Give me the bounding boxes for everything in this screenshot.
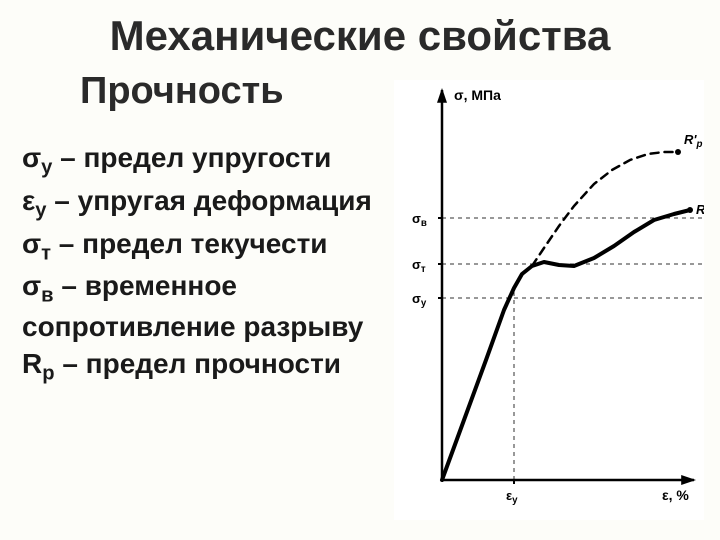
- definition-symbol: σ: [22, 270, 41, 301]
- definition-row: σу – предел упругости: [22, 140, 392, 181]
- stress-strain-chart: σ, МПаε, %σуσтσвεуR'рRр: [394, 80, 704, 520]
- definition-subscript: т: [41, 242, 51, 264]
- definition-symbol: σ: [22, 228, 41, 259]
- definition-subscript: р: [42, 363, 54, 385]
- definition-row: σт – предел текучести: [22, 226, 392, 267]
- definitions-list: σу – предел упругостиεу – упругая деформ…: [22, 140, 392, 389]
- definition-text: – предел текучести: [51, 228, 327, 259]
- definition-text: – предел упругости: [52, 142, 331, 173]
- definition-subscript: у: [35, 199, 46, 221]
- definition-subscript: у: [41, 157, 52, 179]
- definition-symbol: R: [22, 348, 42, 379]
- definition-symbol: ε: [22, 185, 35, 216]
- definition-row: εу – упругая деформация: [22, 183, 392, 224]
- definition-row: Rр – предел прочности: [22, 346, 392, 387]
- definition-row: σв – временное сопротивление разрыву: [22, 268, 392, 344]
- definition-text: – упругая деформация: [47, 185, 372, 216]
- svg-text:σ, МПа: σ, МПа: [454, 87, 501, 103]
- page-title: Механические свойства: [0, 0, 720, 60]
- definition-subscript: в: [41, 285, 53, 307]
- definition-symbol: σ: [22, 142, 41, 173]
- definition-text: – предел прочности: [55, 348, 341, 379]
- svg-text:ε, %: ε, %: [662, 487, 689, 503]
- definition-text: – временное сопротивление разрыву: [22, 270, 363, 342]
